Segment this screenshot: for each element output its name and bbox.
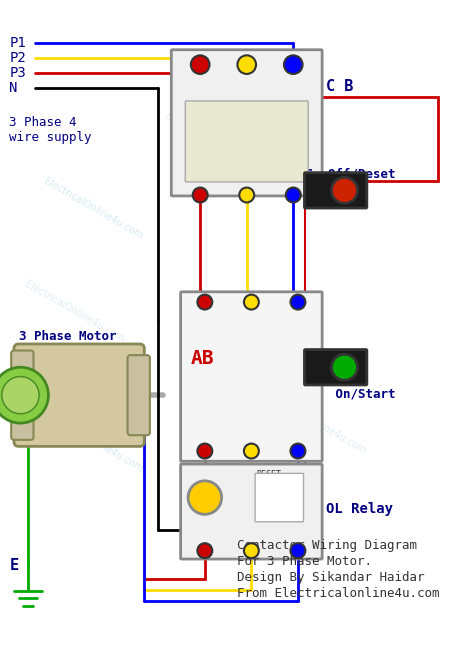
FancyBboxPatch shape (171, 50, 322, 196)
Text: Contactor Wiring Diagram: Contactor Wiring Diagram (237, 539, 418, 552)
Text: RESET: RESET (256, 470, 281, 478)
Text: From Electricalonline4u.com: From Electricalonline4u.com (237, 587, 440, 600)
FancyBboxPatch shape (181, 292, 322, 461)
Text: 3: 3 (267, 484, 282, 508)
Text: ElectricalOnline4u.com: ElectricalOnline4u.com (265, 391, 368, 455)
Text: MC: MC (326, 367, 346, 385)
Circle shape (291, 444, 305, 459)
Circle shape (244, 543, 259, 558)
Circle shape (193, 187, 208, 203)
Text: NO   On/Start: NO On/Start (298, 387, 395, 401)
Text: E: E (9, 558, 18, 573)
Circle shape (239, 187, 254, 203)
FancyBboxPatch shape (181, 464, 322, 559)
Text: ElectricalOnline4u.com: ElectricalOnline4u.com (237, 130, 340, 195)
Text: ElectricalOnline4u.com: ElectricalOnline4u.com (23, 279, 126, 344)
FancyBboxPatch shape (11, 350, 34, 440)
Bar (223, 97, 438, 181)
FancyBboxPatch shape (255, 473, 303, 522)
Text: C B: C B (326, 79, 353, 94)
Text: AB: AB (191, 348, 214, 368)
Circle shape (331, 354, 357, 380)
FancyBboxPatch shape (304, 350, 367, 385)
Circle shape (188, 481, 221, 514)
Text: Design By Sikandar Haidar: Design By Sikandar Haidar (237, 571, 425, 584)
Text: 3 Phase Motor: 3 Phase Motor (18, 330, 116, 343)
Circle shape (197, 543, 212, 558)
Circle shape (197, 444, 212, 459)
Circle shape (286, 187, 301, 203)
Circle shape (0, 367, 48, 423)
FancyBboxPatch shape (304, 173, 367, 208)
Text: OL Relay: OL Relay (326, 502, 393, 516)
Text: ElectricalOnline4u.com: ElectricalOnline4u.com (42, 409, 145, 475)
Text: NC  Off/Reset: NC Off/Reset (298, 167, 395, 180)
Circle shape (237, 55, 256, 74)
Circle shape (291, 294, 305, 310)
FancyBboxPatch shape (185, 101, 308, 182)
Circle shape (244, 294, 259, 310)
Text: N: N (9, 81, 18, 95)
Circle shape (331, 178, 357, 203)
Circle shape (291, 543, 305, 558)
Circle shape (2, 377, 39, 414)
FancyBboxPatch shape (14, 344, 144, 446)
Text: For 3 Phase Motor.: For 3 Phase Motor. (237, 555, 373, 568)
FancyBboxPatch shape (128, 355, 150, 435)
Circle shape (191, 55, 210, 74)
Text: ElectricalOnline4u.com: ElectricalOnline4u.com (42, 176, 145, 242)
Text: P1: P1 (9, 36, 26, 50)
Circle shape (244, 444, 259, 459)
Text: ElectricalOnline4u.com: ElectricalOnline4u.com (182, 316, 284, 381)
Text: P3: P3 (9, 66, 26, 80)
Text: P2: P2 (9, 51, 26, 65)
Text: 3 Phase 4
wire supply: 3 Phase 4 wire supply (9, 116, 92, 144)
Circle shape (284, 55, 302, 74)
Text: ElectricalOnline4u.com: ElectricalOnline4u.com (163, 112, 265, 176)
Circle shape (197, 294, 212, 310)
